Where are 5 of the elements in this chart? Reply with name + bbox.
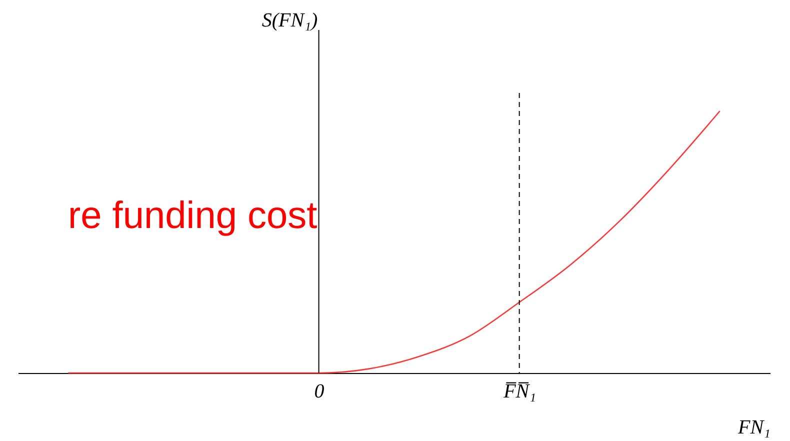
x-tick-label: F̅N̅₁ <box>502 380 536 402</box>
x-axis-title: FN₁ <box>736 416 770 438</box>
y-axis-title: S(FN₁) <box>262 10 318 32</box>
annotation: re funding cost <box>68 195 318 237</box>
x-tick-label: 0 <box>314 380 324 402</box>
